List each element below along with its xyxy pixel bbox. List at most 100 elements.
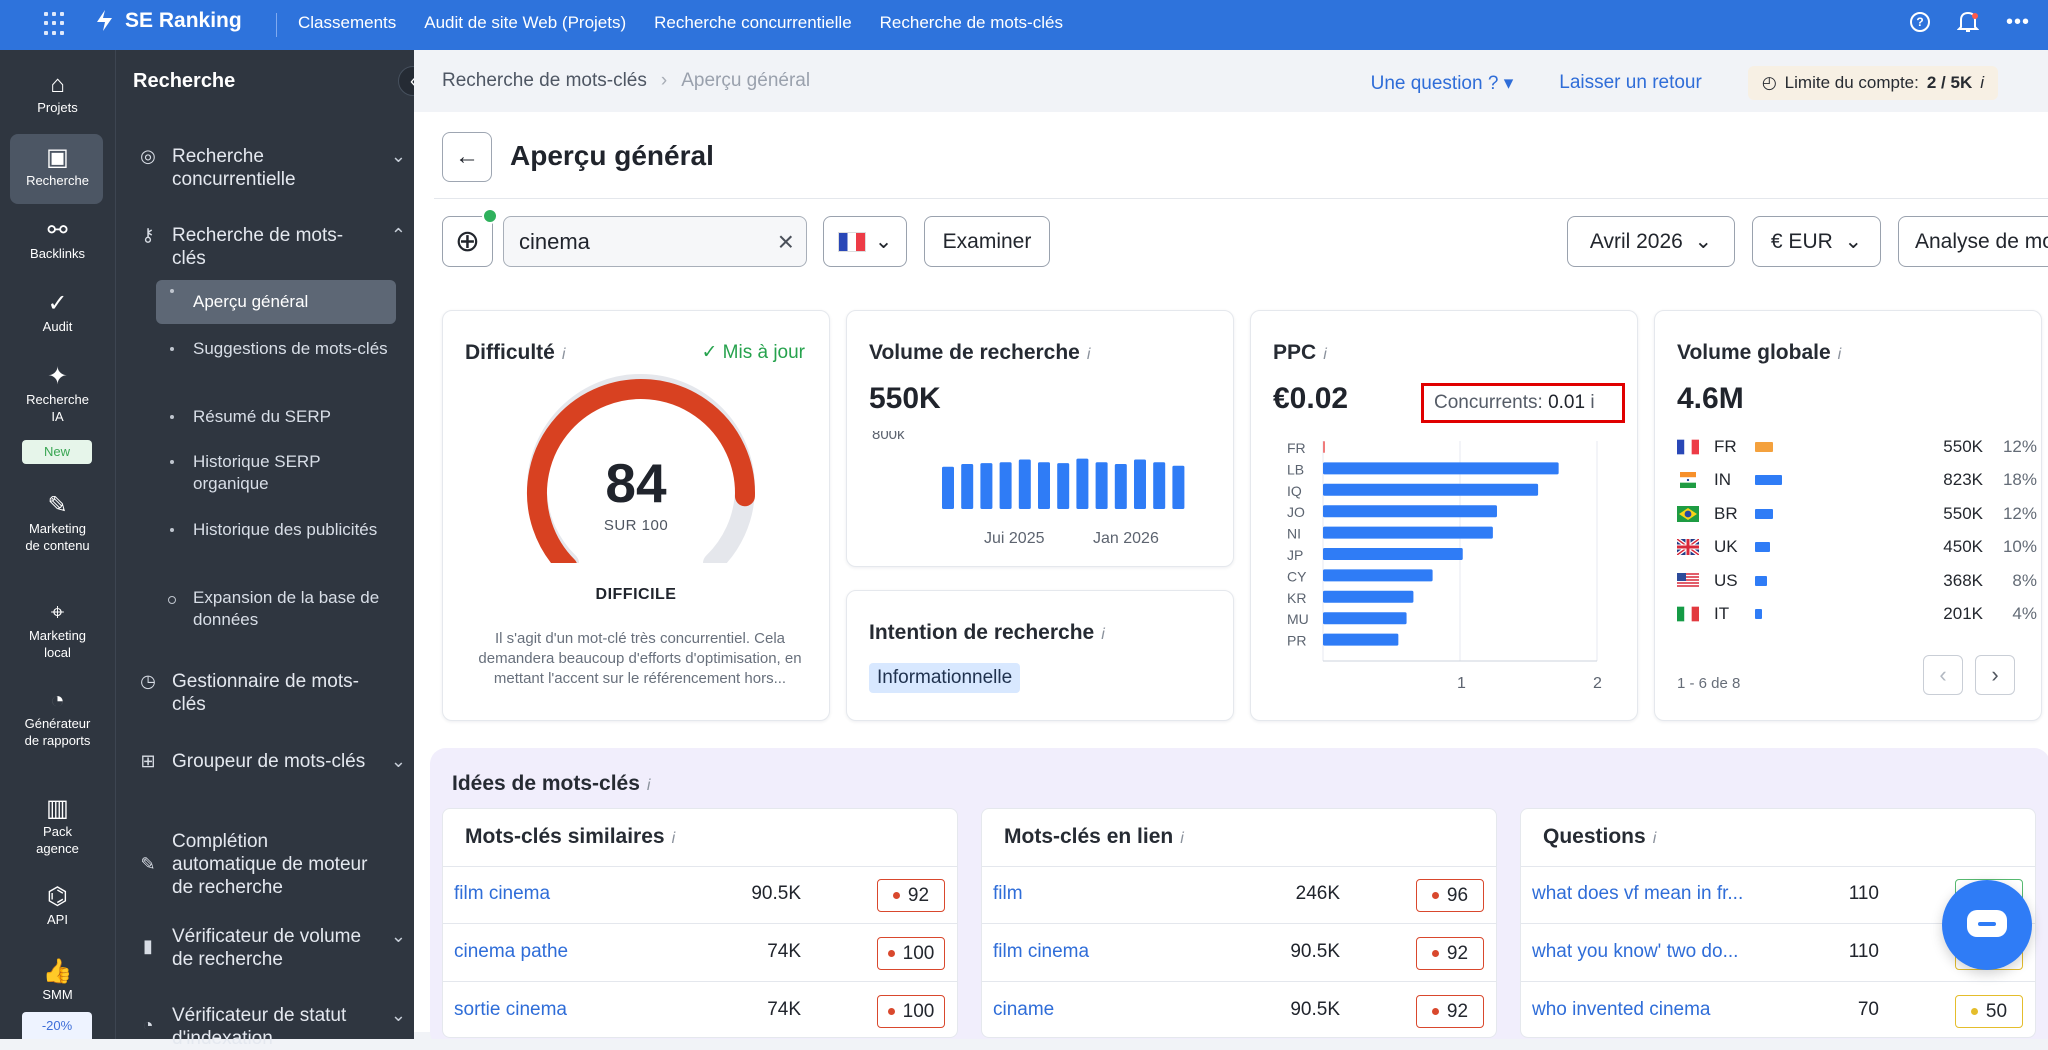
account-limit-badge[interactable]: ◴ Limite du compte: 2 / 5K i — [1747, 66, 1998, 100]
info-icon[interactable]: i — [1652, 830, 1657, 847]
keyword-link[interactable]: sortie cinema — [454, 999, 567, 1020]
info-icon[interactable]: i — [1590, 392, 1595, 413]
bell-icon[interactable] — [1956, 10, 1979, 34]
add-keyword-button[interactable]: ⊕ — [442, 216, 493, 267]
rail-item-api[interactable]: ⌬ API — [0, 884, 115, 928]
ppc-bar[interactable] — [1323, 526, 1493, 539]
search-volume-bar[interactable] — [1134, 459, 1146, 510]
info-icon[interactable]: i — [1323, 346, 1327, 363]
sidebar-item-index-status-checker[interactable]: ◔ Vérificateur de statut d'indexation ⌄ — [136, 1004, 406, 1050]
ppc-bar[interactable] — [1323, 633, 1399, 646]
ppc-bar[interactable] — [1323, 483, 1539, 496]
breadcrumb-keyword-research[interactable]: Recherche de mots-clés — [442, 70, 647, 91]
info-icon[interactable]: i — [1086, 346, 1091, 363]
top-nav-classements[interactable]: Classements — [298, 13, 397, 32]
info-icon[interactable]: i — [1180, 830, 1184, 847]
keyword-link[interactable]: film cinema — [454, 883, 551, 904]
sidebar-item-keyword-grouper[interactable]: ⊞ Groupeur de mots-clés ⌄ — [136, 750, 406, 796]
sidebar-item-competitive-research[interactable]: ◎ Recherche concurrentielle ⌄ — [136, 145, 406, 191]
ppc-bar[interactable] — [1323, 612, 1407, 625]
back-button[interactable]: ← — [442, 132, 492, 182]
currency-select[interactable]: € EUR ⌄ — [1752, 216, 1881, 267]
sidebar-item-keyword-research[interactable]: ⚷ Recherche de mots-clés ⌃ — [136, 224, 406, 270]
info-icon[interactable]: i — [671, 830, 676, 847]
top-nav-keyword-research[interactable]: Recherche de mots-clés — [879, 13, 1063, 32]
country-select[interactable]: ⌄ — [823, 216, 907, 267]
ppc-bar[interactable] — [1323, 462, 1559, 475]
month-select[interactable]: Avril 2026 ⌄ — [1567, 216, 1735, 267]
info-icon[interactable]: i — [1837, 346, 1842, 363]
bulk-keyword-analysis-button[interactable]: Analyse de mots-clés groupée — [1898, 216, 2048, 267]
clear-search-icon[interactable]: × — [777, 226, 794, 257]
search-volume-bar[interactable] — [1076, 458, 1089, 509]
difficulty-dot — [1431, 950, 1439, 958]
rail-item-audit[interactable]: ✓ Audit — [0, 291, 115, 335]
se-ranking-logo[interactable]: SE Ranking — [92, 8, 242, 33]
india-flag-icon — [1680, 472, 1696, 488]
search-volume-bar[interactable] — [1153, 462, 1166, 509]
info-icon[interactable]: i — [646, 777, 651, 794]
sidebar-subitem-ad-history[interactable]: Historique des publicités — [156, 519, 396, 565]
chat-button[interactable] — [1942, 880, 2032, 970]
sidebar-subitem-organic-serp-history[interactable]: Historique SERP organique — [156, 451, 396, 497]
keyword-link[interactable]: cinema pathe — [454, 941, 569, 962]
search-volume-bar[interactable] — [1114, 464, 1127, 509]
sidebar-item-keyword-manager[interactable]: ◷ Gestionnaire de mots-clés — [136, 670, 406, 716]
plus-icon: ⊕ — [454, 225, 481, 258]
difficulty-score: 84 — [605, 452, 667, 514]
sidebar-subitem-suggestions[interactable]: Suggestions de mots-clés — [156, 338, 396, 384]
top-nav-audit[interactable]: Audit de site Web (Projets) — [424, 13, 627, 32]
rail-item-research[interactable]: ▣ Recherche — [0, 145, 115, 189]
sidebar-item-search-autocomplete[interactable]: ✎ Complétion automatique de moteur de re… — [136, 830, 406, 899]
examine-button[interactable]: Examiner — [924, 216, 1050, 267]
sidebar-item-label: Recherche concurrentielle — [172, 146, 296, 190]
country-code: UK — [1714, 537, 1738, 556]
rail-item-backlinks[interactable]: ⚯ Backlinks — [0, 218, 115, 262]
search-volume-bar[interactable] — [1057, 463, 1070, 509]
ppc-bar[interactable] — [1323, 569, 1433, 582]
info-icon[interactable]: i — [1101, 626, 1105, 643]
rail-item-projects[interactable]: ⌂ Projets — [0, 72, 115, 116]
app-grid-icon[interactable] — [44, 12, 68, 36]
ppc-bar[interactable] — [1323, 548, 1463, 560]
rail-item-report-generator[interactable]: ◔ Générateur de rapports — [0, 688, 115, 749]
rail-item-content-marketing[interactable]: ✎ Marketing de contenu — [0, 493, 115, 554]
sidebar-subitem-overview[interactable]: Aperçu général — [156, 280, 396, 324]
search-volume-bar[interactable] — [1018, 459, 1031, 510]
sidebar-item-search-volume-checker[interactable]: ▮ Vérificateur de volume de recherche ⌄ — [136, 925, 406, 971]
feedback-link[interactable]: Laisser un retour — [1559, 72, 1702, 93]
rail-item-smm[interactable]: 👍 SMM — [0, 959, 115, 1003]
keyword-link[interactable]: film cinema — [993, 941, 1090, 962]
difficulty-scale: SUR 100 — [603, 517, 669, 534]
question-link[interactable]: what you know' two do... — [1532, 941, 1739, 962]
info-icon[interactable]: i — [561, 346, 566, 363]
search-volume-bar[interactable] — [942, 466, 954, 509]
search-volume-bar[interactable] — [980, 463, 993, 509]
rail-item-agency-pack[interactable]: ▥ Pack agence — [0, 796, 115, 857]
top-nav-competitive-research[interactable]: Recherche concurrentielle — [654, 13, 852, 32]
more-icon[interactable]: ••• — [2005, 11, 2030, 33]
question-link[interactable]: who invented cinema — [1532, 999, 1711, 1020]
question-menu-button[interactable]: Une question ? ▾ — [1371, 72, 1514, 95]
help-icon[interactable]: ? — [1909, 12, 1930, 32]
ppc-bar[interactable] — [1323, 505, 1497, 518]
global-volume-row-it: IT 201K 4% — [1677, 604, 2037, 628]
rail-item-local-marketing[interactable]: ⌖ Marketing local — [0, 600, 115, 661]
keyword-link[interactable]: film — [993, 883, 1023, 904]
difficulty-gauge-svg — [527, 374, 755, 577]
keyword-search-input[interactable]: cinema × — [503, 216, 807, 267]
search-volume-bar[interactable] — [1172, 465, 1185, 509]
search-volume-bar[interactable] — [961, 464, 974, 509]
question-link[interactable]: what does vf mean in fr... — [1532, 883, 1744, 904]
next-page-button[interactable]: › — [1975, 655, 2015, 695]
search-volume-bar[interactable] — [999, 462, 1012, 509]
ppc-bar[interactable] — [1323, 590, 1414, 603]
ppc-bar[interactable] — [1323, 441, 1325, 453]
sidebar-subitem-database-expansion[interactable]: Expansion de la base de données — [156, 587, 396, 633]
search-volume-bar[interactable] — [1038, 462, 1050, 509]
search-volume-bar[interactable] — [1095, 462, 1108, 509]
sidebar-subitem-serp-summary[interactable]: Résumé du SERP — [156, 406, 396, 430]
rail-item-ai-research[interactable]: ✦ Recherche IA — [0, 364, 115, 425]
previous-page-button[interactable]: ‹ — [1923, 655, 1963, 695]
keyword-link[interactable]: ciname — [993, 999, 1055, 1020]
